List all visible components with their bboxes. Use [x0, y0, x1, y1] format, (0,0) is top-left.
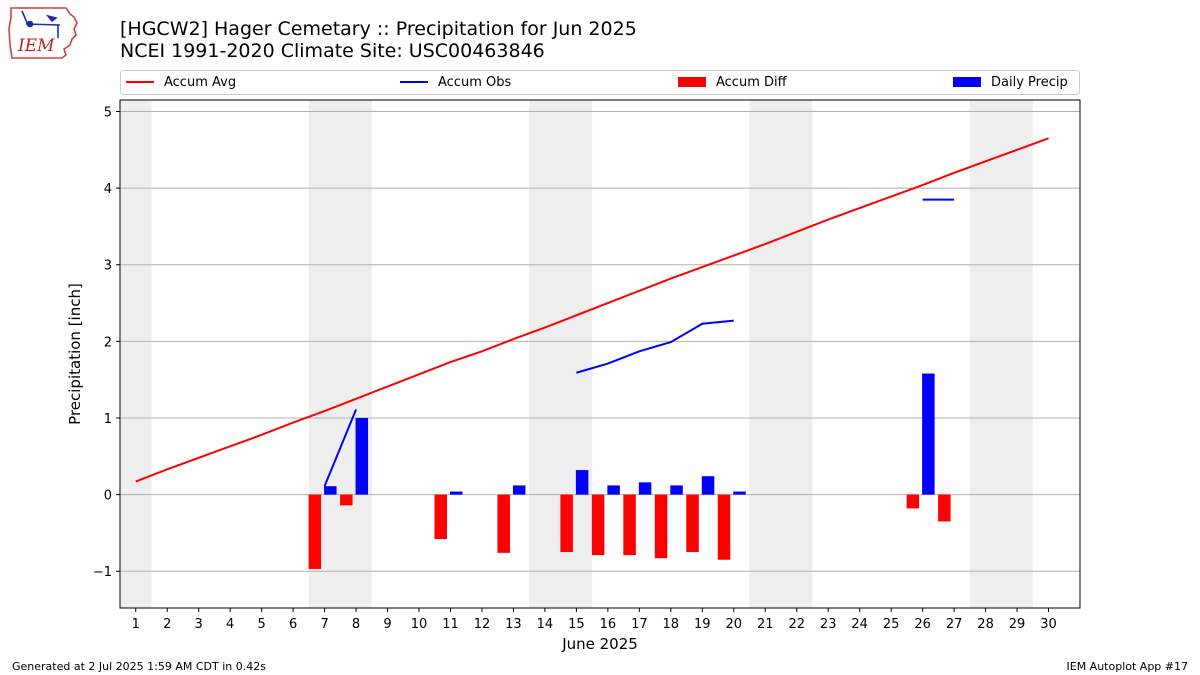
chart-subtitle: NCEI 1991-2020 Climate Site: USC00463846: [120, 40, 545, 62]
x-tick-label: 23: [820, 617, 837, 632]
y-tick-label: 5: [104, 105, 112, 120]
footer-app: IEM Autoplot App #17: [1066, 660, 1189, 673]
accum-diff-bar: [938, 494, 951, 522]
daily-precip-bar: [607, 485, 620, 495]
x-tick-label: 18: [663, 617, 680, 632]
accum-avg-line: [135, 137, 1049, 483]
daily-precip-bar: [355, 417, 369, 495]
legend-label: Daily Precip: [991, 75, 1068, 90]
y-tick-label: 1: [104, 412, 112, 427]
legend-bar-swatch: [678, 77, 706, 87]
y-axis: −1 0 1 2 3 4 5: [93, 105, 120, 580]
accum-diff-bar: [654, 494, 668, 559]
iem-logo: IEM: [8, 5, 80, 63]
daily-precip-bar: [575, 470, 589, 495]
accum-diff-bar: [591, 494, 605, 556]
x-tick-label: 29: [1009, 617, 1026, 632]
footer-generated: Generated at 2 Jul 2025 1:59 AM CDT in 0…: [12, 660, 266, 673]
accum-diff-bar: [623, 494, 636, 556]
x-tick-label: 12: [474, 617, 491, 632]
x-tick-label: 21: [757, 617, 774, 632]
x-tick-label: 24: [851, 617, 868, 632]
y-tick-label: −1: [93, 565, 112, 580]
legend-label: Accum Diff: [716, 75, 788, 90]
x-tick-label: 17: [631, 617, 648, 632]
daily-precip-bar: [324, 486, 337, 495]
weekend-band: [749, 100, 813, 608]
x-tick-label: 6: [289, 617, 297, 632]
x-tick-label: 19: [694, 617, 711, 632]
x-tick-label: 7: [320, 617, 328, 632]
accum-obs-line: [323, 409, 357, 487]
daily-precip-bar: [449, 491, 463, 495]
legend-bar-swatch: [953, 77, 981, 87]
weekend-band: [969, 100, 1033, 608]
accum-diff-bar: [340, 494, 353, 506]
logo-text: IEM: [17, 36, 55, 56]
x-tick-label: 16: [600, 617, 617, 632]
series-lines: [135, 137, 1049, 487]
weekend-bands: [120, 100, 1033, 608]
x-tick-label: 11: [442, 617, 459, 632]
iowa-state-outline-icon: IEM: [8, 7, 78, 59]
accum-diff-bar: [434, 494, 447, 540]
x-tick-label: 5: [257, 617, 265, 632]
x-tick-label: 30: [1040, 617, 1057, 632]
legend-label: Accum Avg: [164, 75, 236, 90]
x-tick-label: 28: [977, 617, 994, 632]
accum-diff-bar: [560, 494, 573, 553]
x-tick-label: 25: [883, 617, 900, 632]
x-tick-label: 9: [383, 617, 391, 632]
x-tick-label: 1: [132, 617, 140, 632]
accum-diff-bar: [497, 494, 510, 553]
x-tick-label: 4: [226, 617, 234, 632]
daily-precip-bar: [638, 482, 652, 495]
daily-precip-bar: [733, 491, 746, 495]
plot-frame: [119, 99, 1081, 609]
x-tick-label: 8: [352, 617, 360, 632]
x-axis-label: June 2025: [561, 635, 638, 653]
x-tick-label: 26: [914, 617, 931, 632]
accum-diff-bar: [906, 494, 920, 509]
legend-box: [120, 70, 1080, 95]
chart-title: [HGCW2] Hager Cemetary :: Precipitation …: [120, 18, 637, 40]
x-tick-label: 10: [411, 617, 428, 632]
x-tick-label: 3: [195, 617, 203, 632]
accum-diff-bar: [717, 494, 731, 560]
accum-obs-line: [576, 319, 734, 374]
daily-precip-bar: [922, 373, 935, 495]
y-tick-label: 0: [104, 489, 112, 504]
x-tick-label: 13: [505, 617, 522, 632]
x-tick-label: 14: [537, 617, 554, 632]
x-tick-label: 2: [163, 617, 171, 632]
accum-diff-bar: [308, 494, 322, 569]
x-tick-label: 20: [725, 617, 742, 632]
x-tick-label: 22: [788, 617, 805, 632]
legend-label: Accum Obs: [438, 75, 511, 90]
accum-diff-bar: [686, 494, 699, 553]
daily-precip-bar: [670, 485, 683, 495]
x-tick-label: 15: [568, 617, 585, 632]
legend: Accum Avg Accum Obs Accum Diff Daily Precip: [120, 70, 1080, 95]
y-axis-label: Precipitation [inch]: [66, 283, 84, 425]
y-tick-label: 3: [104, 259, 112, 274]
bars: [308, 373, 967, 569]
y-tick-label: 2: [104, 335, 112, 350]
daily-precip-bar: [701, 476, 715, 495]
daily-precip-bar: [512, 485, 526, 495]
y-tick-label: 4: [104, 182, 112, 197]
gridlines: [120, 110, 1080, 572]
weekend-band: [120, 100, 152, 608]
x-axis: 1 2 3 4 5 6 7 8 9 10 11 12 13 14 15 16 17 18 19 20 21 22 23 24 2…: [132, 608, 1057, 632]
x-tick-label: 27: [946, 617, 963, 632]
